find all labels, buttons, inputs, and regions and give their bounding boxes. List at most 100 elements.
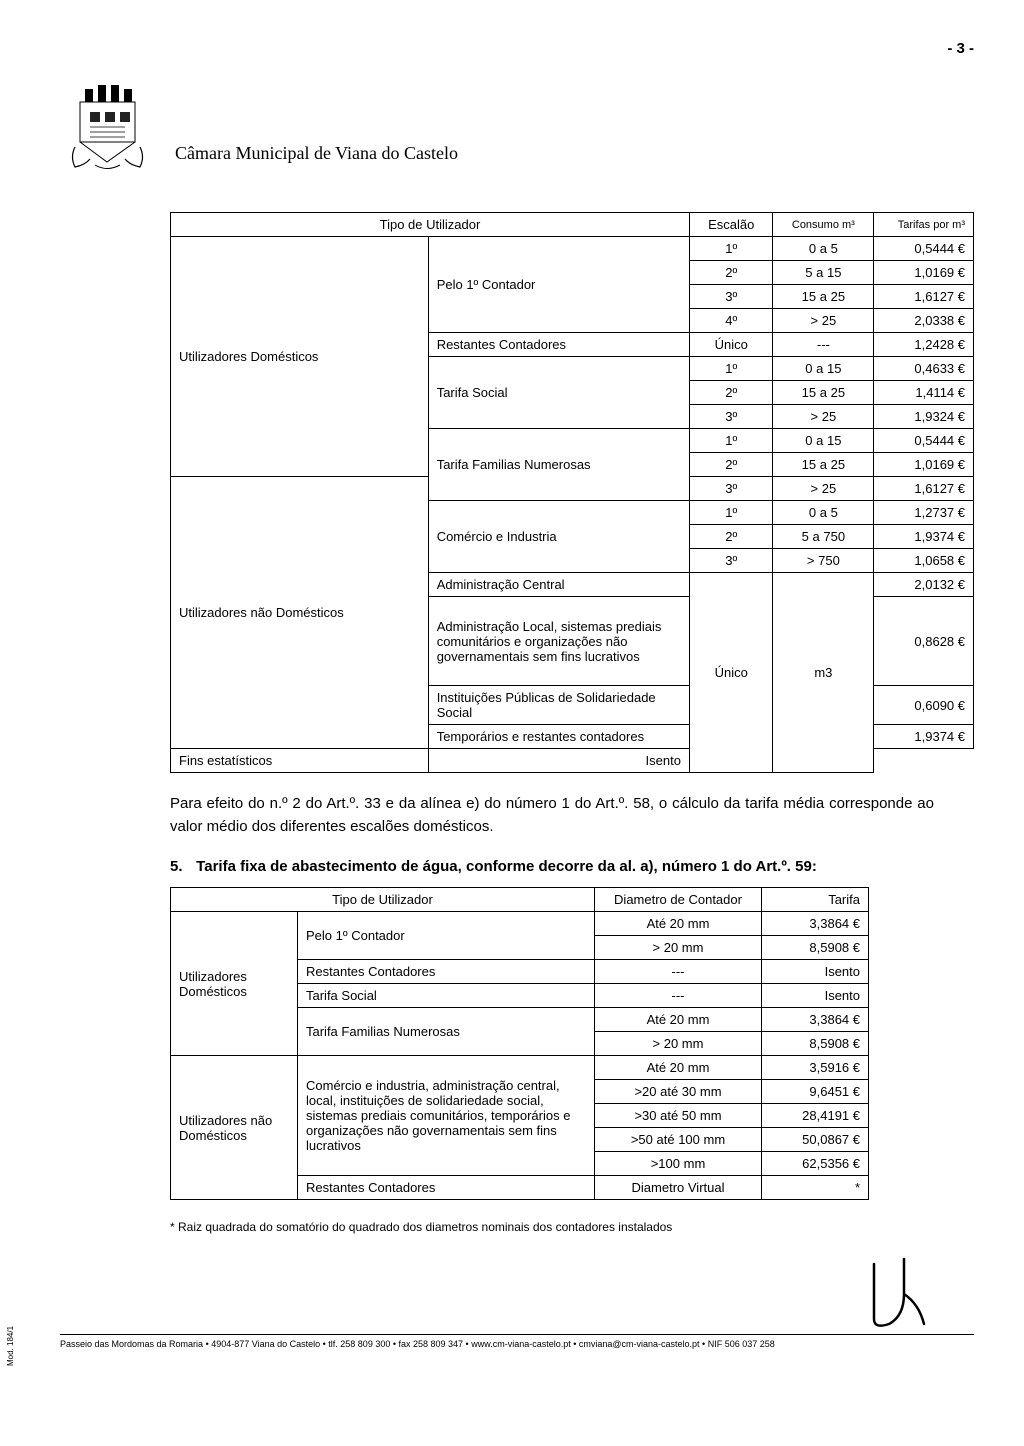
col-header: Tarifa: [762, 888, 869, 912]
consumo-cell: 15 a 25: [773, 453, 874, 477]
col-header: Tarifas por m³: [874, 213, 974, 237]
tarifa-cell: 62,5356 €: [762, 1152, 869, 1176]
diametro-cell: ---: [595, 984, 762, 1008]
consumo-cell: 5 a 750: [773, 525, 874, 549]
table-row: Utilizadores DomésticosPelo 1º ContadorA…: [171, 912, 869, 936]
escalao-cell: 4º: [689, 309, 773, 333]
tarifa-cell: 1,9324 €: [874, 405, 974, 429]
diametro-cell: Até 20 mm: [595, 912, 762, 936]
subcategory-cell: Restantes Contadores: [298, 1176, 595, 1200]
footnote: * Raiz quadrada do somatório do quadrado…: [170, 1220, 974, 1234]
escalao-cell: 3º: [689, 405, 773, 429]
table-row: Utilizadores DomésticosPelo 1º Contador1…: [171, 237, 974, 261]
tarifa-cell: 0,5444 €: [874, 429, 974, 453]
diametro-cell: >50 até 100 mm: [595, 1128, 762, 1152]
escalao-cell: Único: [689, 573, 773, 773]
subcategory-cell: Restantes Contadores: [298, 960, 595, 984]
page-number: - 3 -: [60, 40, 974, 57]
col-header: Tipo de Utilizador: [171, 213, 690, 237]
table-row: Utilizadores não DomésticosComércio e in…: [171, 1056, 869, 1080]
subcategory-cell: Tarifa Social: [298, 984, 595, 1008]
subcategory-cell: Temporários e restantes contadores: [428, 725, 689, 749]
header: Câmara Municipal de Viana do Castelo: [60, 67, 974, 172]
diametro-cell: Até 20 mm: [595, 1008, 762, 1032]
escalao-cell: 1º: [689, 237, 773, 261]
escalao-cell: 2º: [689, 381, 773, 405]
escalao-cell: 2º: [689, 261, 773, 285]
tarifa-cell: 3,5916 €: [762, 1056, 869, 1080]
section-number: 5.: [170, 858, 192, 875]
consumo-cell: 0 a 15: [773, 429, 874, 453]
subcategory-cell: Comércio e industria, administração cent…: [298, 1056, 595, 1176]
tarifa-cell: 28,4191 €: [762, 1104, 869, 1128]
subcategory-cell: Pelo 1º Contador: [298, 912, 595, 960]
tarifa-cell: 3,3864 €: [762, 912, 869, 936]
tarifa-cell: 2,0338 €: [874, 309, 974, 333]
diametro-cell: Até 20 mm: [595, 1056, 762, 1080]
category-cell: Utilizadores não Domésticos: [171, 1056, 298, 1200]
tarifa-cell: Isento: [428, 749, 689, 773]
tarifa-cell: 2,0132 €: [874, 573, 974, 597]
escalao-cell: 1º: [689, 429, 773, 453]
col-header: Escalão: [689, 213, 773, 237]
escalao-cell: 2º: [689, 525, 773, 549]
escalao-cell: 3º: [689, 285, 773, 309]
tarifa-cell: *: [762, 1176, 869, 1200]
consumo-cell: > 25: [773, 477, 874, 501]
side-label: Mod. 184/1: [6, 1326, 15, 1366]
tarifa-cell: 9,6451 €: [762, 1080, 869, 1104]
diametro-cell: >100 mm: [595, 1152, 762, 1176]
tarifa-cell: 1,0169 €: [874, 453, 974, 477]
tarifa-cell: 1,2737 €: [874, 501, 974, 525]
tarifa-cell: 0,4633 €: [874, 357, 974, 381]
consumo-cell: > 25: [773, 309, 874, 333]
tariff-table-2: Tipo de UtilizadorDiametro de ContadorTa…: [170, 887, 869, 1200]
tarifa-cell: 0,6090 €: [874, 686, 974, 725]
consumo-cell: 0 a 5: [773, 237, 874, 261]
section-5-title: 5. Tarifa fixa de abastecimento de água,…: [170, 858, 974, 875]
subcategory-cell: Comércio e Industria: [428, 501, 689, 573]
consumo-cell: 15 a 25: [773, 285, 874, 309]
category-cell: Utilizadores Domésticos: [171, 237, 429, 477]
org-title: Câmara Municipal de Viana do Castelo: [175, 143, 458, 172]
consumo-cell: 0 a 15: [773, 357, 874, 381]
tarifa-cell: 1,2428 €: [874, 333, 974, 357]
tarifa-cell: 8,5908 €: [762, 936, 869, 960]
subcategory-cell: Tarifa Familias Numerosas: [298, 1008, 595, 1056]
col-header: Consumo m³: [773, 213, 874, 237]
escalao-cell: 1º: [689, 357, 773, 381]
tarifa-cell: Isento: [762, 960, 869, 984]
subcategory-cell: Fins estatísticos: [171, 749, 429, 773]
consumo-cell: > 750: [773, 549, 874, 573]
tarifa-cell: 0,8628 €: [874, 597, 974, 686]
diametro-cell: > 20 mm: [595, 1032, 762, 1056]
crest-icon: [60, 67, 155, 172]
category-cell: Utilizadores não Domésticos: [171, 477, 429, 749]
tariff-table-1: Tipo de UtilizadorEscalãoConsumo m³Tarif…: [170, 212, 974, 773]
escalao-cell: 1º: [689, 501, 773, 525]
tarifa-cell: 3,3864 €: [762, 1008, 869, 1032]
section-text: Tarifa fixa de abastecimento de água, co…: [196, 858, 817, 875]
paragraph-1: Para efeito do n.º 2 do Art.º. 33 e da a…: [170, 793, 934, 838]
diametro-cell: >20 até 30 mm: [595, 1080, 762, 1104]
tarifa-cell: 1,9374 €: [874, 725, 974, 749]
tarifa-cell: 1,0658 €: [874, 549, 974, 573]
tarifa-cell: 50,0867 €: [762, 1128, 869, 1152]
tarifa-cell: 1,6127 €: [874, 285, 974, 309]
col-header: Diametro de Contador: [595, 888, 762, 912]
tarifa-cell: 8,5908 €: [762, 1032, 869, 1056]
signature: [60, 1264, 934, 1324]
consumo-cell: 15 a 25: [773, 381, 874, 405]
diametro-cell: >30 até 50 mm: [595, 1104, 762, 1128]
consumo-cell: 5 a 15: [773, 261, 874, 285]
consumo-cell: > 25: [773, 405, 874, 429]
diametro-cell: Diametro Virtual: [595, 1176, 762, 1200]
consumo-cell: m3: [773, 573, 874, 773]
subcategory-cell: Tarifa Social: [428, 357, 689, 429]
tarifa-cell: 1,6127 €: [874, 477, 974, 501]
tarifa-cell: 1,0169 €: [874, 261, 974, 285]
subcategory-cell: Restantes Contadores: [428, 333, 689, 357]
tarifa-cell: 1,9374 €: [874, 525, 974, 549]
escalao-cell: Único: [689, 333, 773, 357]
escalao-cell: 2º: [689, 453, 773, 477]
